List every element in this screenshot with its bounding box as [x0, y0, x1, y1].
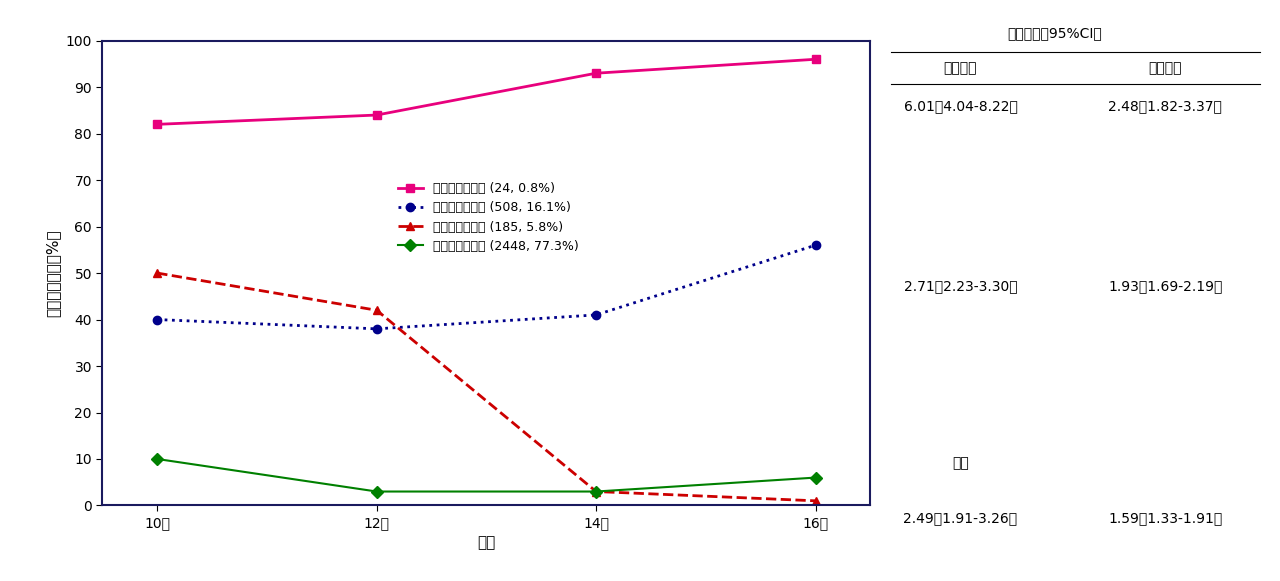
Text: 自殺念慮: 自殺念慮 [1148, 61, 1181, 75]
中程度－上昇群 (508, 16.1%) [808, 242, 823, 249]
中程度－低下群 (185, 5.8%) [150, 270, 165, 277]
中程度－上昇群 (508, 16.1%) [150, 316, 165, 323]
持続的に高い群 (24, 0.8%) [369, 112, 384, 119]
Y-axis label: 孤独感の割合（%）: 孤独感の割合（%） [45, 229, 60, 317]
持続的に低い群 (2448, 77.3%) [808, 474, 823, 481]
Line: 持続的に高い群 (24, 0.8%): 持続的に高い群 (24, 0.8%) [154, 55, 819, 128]
中程度－低下群 (185, 5.8%) [808, 497, 823, 504]
中程度－上昇群 (508, 16.1%) [369, 325, 384, 332]
Text: 2.71（2.23-3.30）: 2.71（2.23-3.30） [904, 279, 1018, 293]
Line: 持続的に低い群 (2448, 77.3%): 持続的に低い群 (2448, 77.3%) [154, 455, 819, 496]
持続的に高い群 (24, 0.8%) [808, 56, 823, 63]
Text: リスク比（95%CI）: リスク比（95%CI） [1007, 26, 1102, 40]
中程度－低下群 (185, 5.8%) [369, 307, 384, 314]
Text: 6.01（4.04-8.22）: 6.01（4.04-8.22） [904, 99, 1018, 113]
持続的に低い群 (2448, 77.3%) [369, 488, 384, 495]
Legend: 持続的に高い群 (24, 0.8%), 中程度－上昇群 (508, 16.1%), 中程度－低下群 (185, 5.8%), 持続的に低い群 (2448, 77: 持続的に高い群 (24, 0.8%), 中程度－上昇群 (508, 16.1%)… [393, 177, 584, 258]
持続的に高い群 (24, 0.8%) [150, 121, 165, 128]
持続的に低い群 (2448, 77.3%) [150, 456, 165, 462]
X-axis label: 年齢: 年齢 [477, 536, 495, 550]
中程度－上昇群 (508, 16.1%) [589, 311, 604, 318]
Text: 2.48（1.82-3.37）: 2.48（1.82-3.37） [1108, 99, 1222, 113]
持続的に低い群 (2448, 77.3%) [589, 488, 604, 495]
中程度－低下群 (185, 5.8%) [589, 488, 604, 495]
Text: 自傷行為: 自傷行為 [943, 61, 977, 75]
Line: 中程度－上昇群 (508, 16.1%): 中程度－上昇群 (508, 16.1%) [154, 241, 819, 333]
Line: 中程度－低下群 (185, 5.8%): 中程度－低下群 (185, 5.8%) [154, 269, 819, 505]
Text: 基準: 基準 [952, 456, 969, 470]
Text: 1.93（1.69-2.19）: 1.93（1.69-2.19） [1108, 279, 1222, 293]
Text: 2.49（1.91-3.26）: 2.49（1.91-3.26） [904, 511, 1018, 525]
Text: 1.59（1.33-1.91）: 1.59（1.33-1.91） [1108, 511, 1222, 525]
持続的に高い群 (24, 0.8%) [589, 70, 604, 77]
